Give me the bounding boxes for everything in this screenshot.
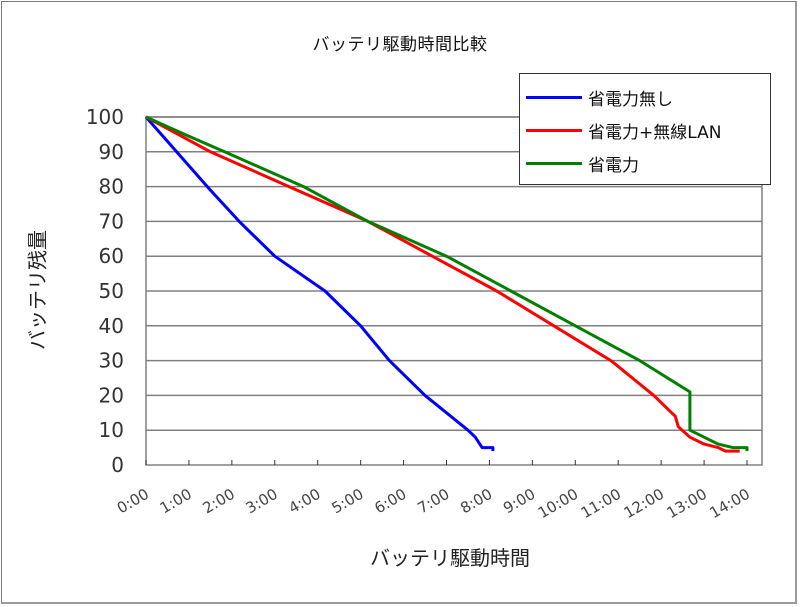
x-tick-label: 3:00 — [243, 485, 281, 517]
series-line-1 — [145, 115, 740, 453]
legend-swatch-green — [526, 161, 582, 165]
legend-label: 省電力無し — [588, 89, 673, 110]
legend-label: 省電力+無線LAN — [588, 122, 722, 143]
x-tick-label: 11:00 — [578, 485, 624, 522]
x-tick-label: 7:00 — [414, 485, 452, 517]
x-tick-label: 1:00 — [157, 485, 195, 517]
y-tick-label: 60 — [99, 244, 124, 268]
y-tick-label: 10 — [99, 418, 124, 442]
series-line-0 — [144, 116, 495, 452]
y-tick-label: 80 — [99, 175, 124, 199]
y-tick-label: 40 — [99, 314, 124, 338]
y-axis-title: バッテリ残量 — [25, 230, 50, 350]
y-tick-label: 20 — [99, 383, 124, 407]
chart-title: バッテリ駆動時間比較 — [312, 35, 488, 55]
legend-item-power-saving-wlan: 省電力+無線LAN — [526, 115, 721, 145]
x-tick-label: 2:00 — [200, 485, 238, 517]
x-axis-title: バッテリ駆動時間 — [370, 546, 530, 570]
y-tick-label: 0 — [111, 453, 124, 477]
legend-item-power-saving: 省電力 — [526, 148, 639, 178]
legend-label: 省電力 — [588, 155, 639, 176]
y-tick-label: 90 — [99, 140, 124, 164]
x-tick-label: 8:00 — [457, 485, 495, 517]
y-tick-label: 30 — [99, 349, 124, 373]
y-tick-label: 50 — [99, 279, 124, 303]
y-tick-label: 100 — [86, 105, 124, 129]
y-tick-label: 70 — [99, 209, 124, 233]
legend: 省電力無し 省電力+無線LAN 省電力 — [519, 73, 771, 185]
x-tick-label: 10:00 — [535, 485, 581, 522]
legend-item-no-power-saving: 省電力無し — [526, 82, 673, 112]
x-tick-label: 0:00 — [114, 485, 152, 517]
legend-swatch-blue — [526, 95, 582, 99]
legend-swatch-red — [526, 128, 582, 132]
x-tick-label: 5:00 — [328, 485, 366, 517]
plot-border — [145, 116, 763, 466]
x-tick-label: 14:00 — [707, 485, 753, 522]
x-tick-label: 6:00 — [371, 485, 409, 517]
series-line-2 — [145, 115, 749, 452]
x-tick-label: 9:00 — [500, 485, 538, 517]
x-tick-label: 4:00 — [286, 485, 324, 517]
x-tick-label: 13:00 — [664, 485, 710, 522]
x-tick-label: 12:00 — [621, 485, 667, 522]
